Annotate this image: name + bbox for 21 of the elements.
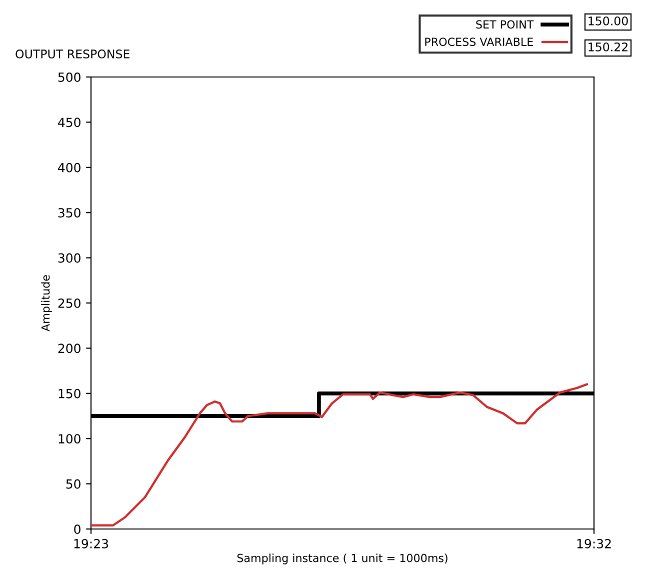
y-tick-label: 350	[58, 208, 80, 218]
y-tick-label: 150	[58, 388, 80, 398]
legend-label: SET POINT	[476, 20, 534, 29]
y-tick-label: 100	[58, 434, 80, 444]
y-axis-title: Amplitude	[41, 275, 52, 332]
line-series	[91, 383, 588, 526]
text: 150.00	[588, 16, 628, 26]
text: 150.22	[588, 42, 628, 52]
y-tick-label: 0	[74, 524, 80, 534]
x-axis-title: Sampling instance ( 1 unit = 1000ms)	[237, 554, 448, 564]
y-tick-label: 400	[58, 162, 80, 172]
y-tick-label: 200	[58, 344, 80, 354]
chart-title: OUTPUT RESPONSE	[16, 49, 130, 58]
y-tick-label: 250	[58, 298, 80, 308]
legend-label: PROCESS VARIABLE	[425, 38, 533, 46]
y-tick-label: 300	[58, 253, 80, 263]
x-tick-label: 19:32	[577, 538, 611, 548]
y-tick-label: 50	[66, 479, 80, 489]
y-tick-label: 450	[58, 118, 80, 128]
y-tick-label: 500	[58, 72, 80, 82]
x-tick-label: 19:23	[74, 538, 108, 548]
